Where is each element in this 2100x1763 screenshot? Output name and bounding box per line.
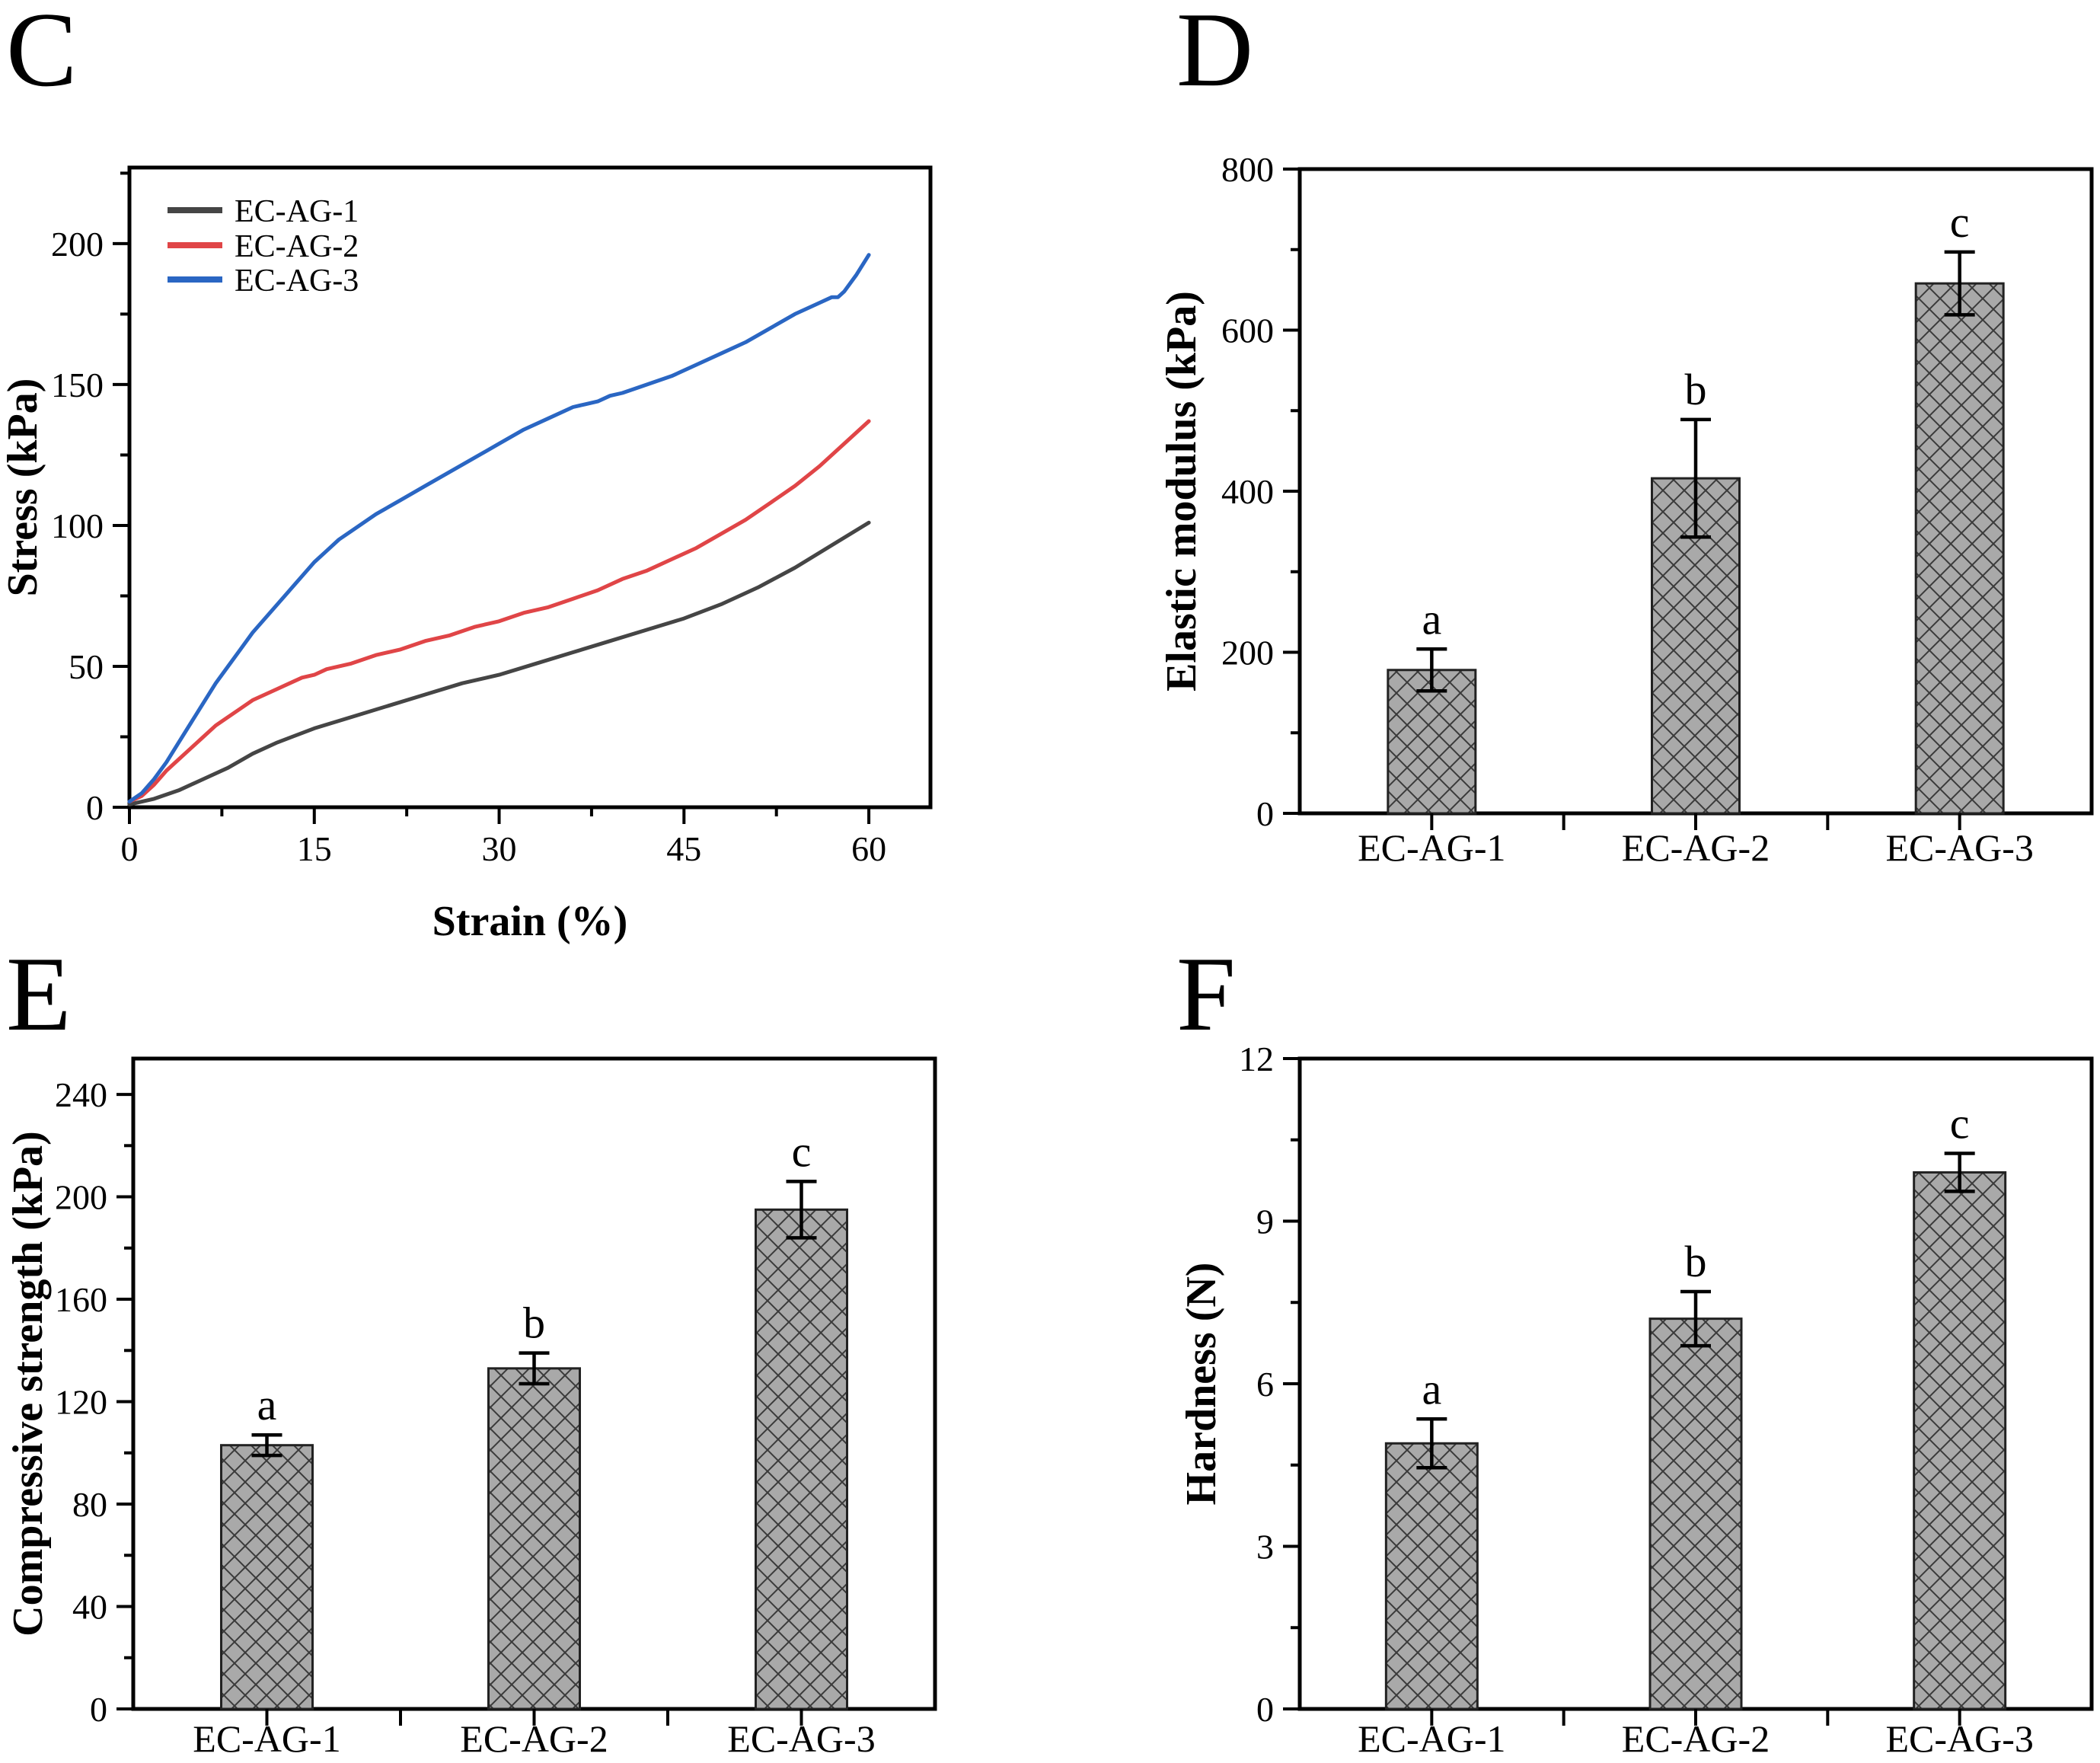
panel-stress-strain: C 0 50 100 150 200 Stress (kPa) 0 15 30 45 60 Strai… bbox=[0, 0, 933, 945]
panel-letter-c: C bbox=[6, 0, 77, 109]
y-tick-label: 240 bbox=[55, 1075, 107, 1114]
x-tick-label: 15 bbox=[297, 829, 332, 868]
x-category-label-EC-AG-3: EC-AG-3 bbox=[727, 1717, 875, 1760]
y-tick-label: 200 bbox=[1221, 634, 1274, 672]
x-tick-label: 30 bbox=[482, 829, 517, 868]
bar-EC-AG-2 bbox=[1648, 1317, 1743, 1710]
y-tick-label: 0 bbox=[1256, 1690, 1274, 1729]
sig-letter-EC-AG-2: b bbox=[1685, 1237, 1707, 1286]
panel-letter-f: F bbox=[1176, 935, 1236, 1053]
x-axis-title: Strain (%) bbox=[432, 898, 628, 945]
y-tick-label: 150 bbox=[51, 366, 104, 404]
y-tick-label: 100 bbox=[51, 506, 104, 545]
bar-EC-AG-1 bbox=[220, 1444, 314, 1710]
y-tick-label: 200 bbox=[55, 1178, 107, 1217]
series-line-EC-AG-3 bbox=[127, 253, 871, 804]
sig-letter-EC-AG-3: c bbox=[1950, 197, 1970, 247]
error-bar-EC-AG-1 bbox=[1416, 647, 1447, 693]
panel-letter-e: E bbox=[6, 935, 72, 1053]
y-tick-label: 0 bbox=[1256, 794, 1274, 833]
y-axis-title: Stress (kPa) bbox=[0, 378, 46, 597]
error-bar-EC-AG-1 bbox=[1416, 1417, 1447, 1470]
sig-letter-EC-AG-1: a bbox=[1422, 1364, 1441, 1413]
y-tick-label: 0 bbox=[90, 1690, 107, 1729]
error-bar-EC-AG-2 bbox=[1680, 1289, 1711, 1348]
y-tick-label: 50 bbox=[69, 647, 104, 686]
legend-label-EC-AG-1: EC-AG-1 bbox=[235, 194, 359, 229]
sig-letter-EC-AG-1: a bbox=[1422, 594, 1441, 644]
y-tick-label: 200 bbox=[51, 225, 104, 263]
legend-label-EC-AG-2: EC-AG-2 bbox=[235, 229, 359, 264]
x-tick-label: 0 bbox=[121, 829, 139, 868]
error-bar-EC-AG-2 bbox=[519, 1351, 550, 1386]
x-category-label-EC-AG-3: EC-AG-3 bbox=[1885, 826, 2033, 869]
y-tick-label: 6 bbox=[1256, 1365, 1274, 1404]
series-line-EC-AG-1 bbox=[127, 520, 871, 806]
y-tick-label: 0 bbox=[86, 788, 104, 827]
error-bar-EC-AG-3 bbox=[786, 1180, 817, 1240]
y-tick-label: 9 bbox=[1256, 1202, 1274, 1241]
x-category-label-EC-AG-1: EC-AG-1 bbox=[193, 1717, 340, 1760]
y-tick-label: 120 bbox=[55, 1383, 107, 1422]
sig-letter-EC-AG-1: a bbox=[257, 1380, 277, 1429]
error-bar-EC-AG-3 bbox=[1944, 250, 1975, 317]
y-axis-title: Compressive strength (kPa) bbox=[5, 1131, 52, 1637]
x-category-label-EC-AG-3: EC-AG-3 bbox=[1885, 1717, 2033, 1760]
x-tick-label: 45 bbox=[666, 829, 701, 868]
sig-letter-EC-AG-2: b bbox=[523, 1298, 545, 1348]
x-category-label-EC-AG-2: EC-AG-2 bbox=[1622, 1717, 1770, 1760]
bar-EC-AG-2 bbox=[487, 1367, 581, 1710]
panel-letter-d: D bbox=[1176, 0, 1253, 109]
panel-hardness: F 0 3 6 9 12 Hardness (N) a EC-AG-1 b EC-AG-2 c EC-… bbox=[1176, 935, 2094, 1760]
series-line-EC-AG-2 bbox=[127, 419, 871, 804]
x-category-label-EC-AG-2: EC-AG-2 bbox=[460, 1717, 608, 1760]
plot-border bbox=[127, 165, 933, 810]
bar-EC-AG-3 bbox=[755, 1208, 848, 1710]
legend-label-EC-AG-3: EC-AG-3 bbox=[235, 263, 359, 299]
error-bar-EC-AG-1 bbox=[251, 1432, 282, 1458]
y-tick-label: 3 bbox=[1256, 1528, 1274, 1567]
sig-letter-EC-AG-3: c bbox=[792, 1126, 812, 1176]
bar-EC-AG-3 bbox=[1914, 282, 2005, 815]
y-tick-label: 160 bbox=[55, 1280, 107, 1319]
error-bar-EC-AG-3 bbox=[1944, 1151, 1975, 1193]
y-tick-label: 40 bbox=[72, 1588, 107, 1627]
bar-EC-AG-1 bbox=[1387, 669, 1477, 815]
x-category-label-EC-AG-1: EC-AG-1 bbox=[1358, 1717, 1505, 1760]
error-bar-EC-AG-2 bbox=[1680, 417, 1711, 539]
x-category-label-EC-AG-1: EC-AG-1 bbox=[1358, 826, 1505, 869]
sig-letter-EC-AG-2: b bbox=[1685, 365, 1707, 414]
y-tick-label: 12 bbox=[1239, 1040, 1274, 1078]
panel-elastic-modulus: D 0 200 400 600 800 Elastic modulus (kPa) a EC-… bbox=[1158, 0, 2094, 869]
bar-EC-AG-3 bbox=[1913, 1171, 2007, 1710]
y-axis-title: Hardness (N) bbox=[1178, 1263, 1225, 1506]
y-tick-label: 400 bbox=[1221, 472, 1274, 511]
y-axis-title: Elastic modulus (kPa) bbox=[1158, 291, 1205, 691]
y-tick-label: 80 bbox=[72, 1485, 107, 1524]
y-tick-label: 600 bbox=[1221, 311, 1274, 350]
y-tick-label: 800 bbox=[1221, 150, 1274, 189]
sig-letter-EC-AG-3: c bbox=[1950, 1099, 1970, 1148]
bar-EC-AG-1 bbox=[1384, 1442, 1479, 1710]
x-tick-label: 60 bbox=[851, 829, 886, 868]
x-category-label-EC-AG-2: EC-AG-2 bbox=[1622, 826, 1770, 869]
